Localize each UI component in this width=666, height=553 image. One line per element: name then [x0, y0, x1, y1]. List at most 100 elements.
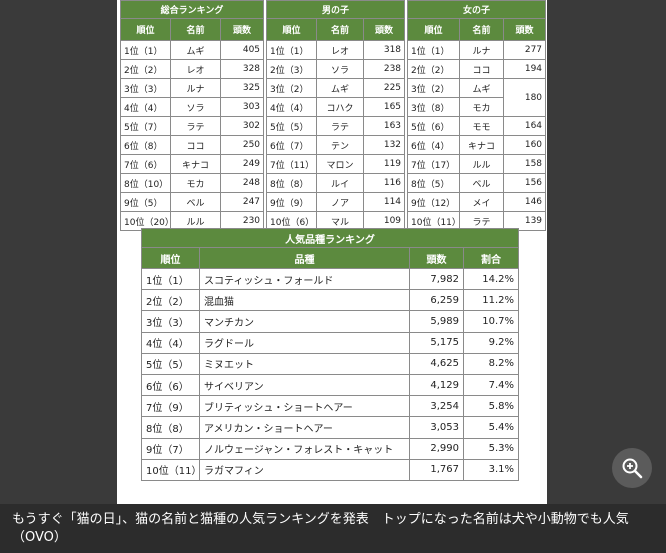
- name-cell: モカ: [170, 173, 221, 193]
- rank-cell: 1位（1）: [120, 40, 171, 60]
- table-row: 9位（12） メイ 146: [407, 192, 547, 212]
- table-row: 9位（7） ノルウェージャン・フォレスト・キャット 2,990 5.3%: [141, 437, 520, 460]
- rank-cell: 5位（6）: [407, 116, 460, 136]
- table-row: 4位（4） ラグドール 5,175 9.2%: [141, 331, 520, 354]
- table-row: 6位（7） テン 132: [266, 135, 406, 155]
- boys-ranking-table: 男の子 順位 名前 頭数 1位（1） レオ 318 2位（3） ソラ 238 3位（2）…: [265, 0, 406, 231]
- share-cell: 10.7%: [462, 310, 520, 333]
- share-cell: 5.8%: [462, 395, 520, 418]
- count-cell: 194: [502, 59, 547, 79]
- share-cell: 5.4%: [462, 416, 520, 439]
- breed-cell: ミヌエット: [199, 352, 410, 375]
- ranking-image: 総合ランキング 順位 名前 頭数 1位（1） ムギ 405 2位（2） レオ 328 3…: [117, 0, 547, 504]
- breed-cell: サイベリアン: [199, 373, 410, 397]
- table-row: 6位（8） ココ 250: [120, 135, 265, 155]
- girls-ranking-table: 女の子 順位 名前 頭数 1位（1） ルナ 277 2位（2） ココ 194 3位（2）…: [406, 0, 547, 231]
- share-cell: 11.2%: [462, 289, 520, 312]
- rank-cell: 8位（10）: [120, 173, 171, 193]
- breed-cell: アメリカン・ショートヘアー: [199, 416, 410, 439]
- rank-cell: 5位（5）: [266, 116, 317, 136]
- count-cell: 277: [502, 40, 547, 60]
- name-cell: ココ: [170, 135, 221, 155]
- overall-ranking-table: 総合ランキング 順位 名前 頭数 1位（1） ムギ 405 2位（2） レオ 328 3…: [119, 0, 265, 231]
- table-title: 女の子: [406, 0, 547, 19]
- count-cell: 119: [362, 154, 406, 174]
- count-cell: 238: [362, 59, 406, 79]
- name-cell: ルイ: [316, 173, 364, 193]
- name-cell: ベル: [170, 192, 221, 212]
- name-cell: ココ: [459, 59, 504, 79]
- name-cell: モカ: [459, 97, 504, 117]
- count-cell: 303: [219, 97, 265, 117]
- count-cell: 249: [219, 154, 265, 174]
- table-row: 10位（11） ラガマフィン 1,767 3.1%: [141, 458, 520, 481]
- table-row: 9位（5） ベル 247: [120, 192, 265, 212]
- table-title: 人気品種ランキング: [140, 228, 520, 248]
- column-header: 順位: [407, 18, 460, 41]
- count-cell: 6,259: [409, 289, 464, 312]
- count-cell: 156: [502, 173, 547, 193]
- count-cell: 1,767: [409, 458, 464, 481]
- table-row: 2位（2） ココ 194: [407, 59, 547, 79]
- rank-cell: 8位（8）: [141, 416, 200, 439]
- count-cell: 318: [362, 40, 406, 60]
- name-cell: ソラ: [316, 59, 364, 79]
- breed-cell: ラガマフィン: [199, 458, 410, 481]
- zoom-button[interactable]: [612, 448, 652, 488]
- share-cell: 8.2%: [462, 352, 520, 375]
- name-cell: ルナ: [459, 40, 504, 60]
- column-header: 頭数: [409, 247, 464, 269]
- table-row: 5位（5） ミヌエット 4,625 8.2%: [141, 352, 520, 375]
- table-row: 7位（9） ブリティッシュ・ショートヘアー 3,254 5.8%: [141, 395, 520, 418]
- rank-cell: 7位（11）: [266, 154, 317, 174]
- column-header: 順位: [120, 18, 171, 41]
- column-header: 頭数: [502, 18, 547, 41]
- table-row: 1位（1） ムギ 405: [120, 40, 265, 60]
- table-row: 8位（8） ルイ 116: [266, 173, 406, 193]
- name-cell: ノア: [316, 192, 364, 212]
- count-cell: 4,625: [409, 352, 464, 375]
- count-cell: 2,990: [409, 437, 464, 460]
- table-row: 4位（4） ソラ 303: [120, 97, 265, 117]
- name-cell: メイ: [459, 192, 504, 212]
- column-header: 順位: [141, 247, 200, 269]
- name-cell: キナコ: [459, 135, 504, 155]
- column-header: 頭数: [362, 18, 406, 41]
- table-row: 6位（6） サイベリアン 4,129 7.4%: [141, 373, 520, 397]
- rank-cell: 2位（3）: [266, 59, 317, 79]
- rank-cell: 9位（7）: [141, 437, 200, 460]
- count-cell: 114: [362, 192, 406, 212]
- name-cell: コハク: [316, 97, 364, 117]
- count-cell: 165: [362, 97, 406, 117]
- name-cell: ルル: [459, 154, 504, 174]
- column-header: 名前: [459, 18, 504, 41]
- table-row: 1位（1） ルナ 277: [407, 40, 547, 60]
- table-row: 5位（5） ラテ 163: [266, 116, 406, 136]
- table-row: 7位（6） キナコ 249: [120, 154, 265, 174]
- rank-cell: 3位（2）: [407, 78, 460, 98]
- rank-cell: 3位（2）: [266, 78, 317, 98]
- rank-cell: 6位（8）: [120, 135, 171, 155]
- name-cell: ベル: [459, 173, 504, 193]
- count-cell: 160: [502, 135, 547, 155]
- rank-cell: 1位（1）: [407, 40, 460, 60]
- rank-cell: 1位（1）: [141, 267, 200, 291]
- rank-cell: 3位（3）: [141, 310, 200, 333]
- count-cell: 158: [502, 154, 547, 174]
- table-row: 4位（4） コハク 165: [266, 97, 406, 117]
- table-row: 2位（2） 混血猫 6,259 11.2%: [141, 289, 520, 312]
- rank-cell: 7位（17）: [407, 154, 460, 174]
- rank-cell: 2位（2）: [141, 289, 200, 312]
- table-row: 5位（7） ラテ 302: [120, 116, 265, 136]
- table-row: 9位（9） ノア 114: [266, 192, 406, 212]
- breed-cell: スコティッシュ・フォールド: [199, 267, 410, 291]
- count-cell: 132: [362, 135, 406, 155]
- table-title: 総合ランキング: [119, 0, 265, 19]
- rank-cell: 5位（7）: [120, 116, 171, 136]
- rank-cell: 9位（9）: [266, 192, 317, 212]
- count-cell: 225: [362, 78, 406, 98]
- count-cell: 248: [219, 173, 265, 193]
- count-cell: 5,989: [409, 310, 464, 333]
- count-cell: 3,254: [409, 395, 464, 418]
- breed-cell: ノルウェージャン・フォレスト・キャット: [199, 437, 410, 460]
